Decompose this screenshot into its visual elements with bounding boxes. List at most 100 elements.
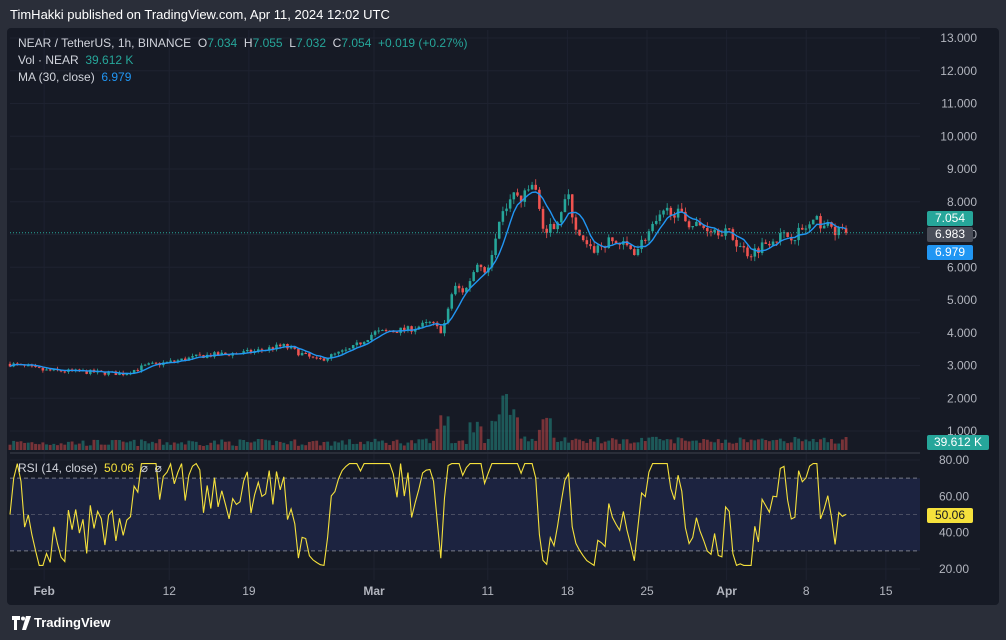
candles [8,179,848,377]
volume-bar [767,441,771,450]
volume-bar [439,415,443,450]
candle-body [8,363,12,367]
candle-body [735,239,738,247]
price-tick-label: 2.000 [947,391,977,405]
volume-bar [315,440,319,450]
time-tick-label: 15 [879,584,893,598]
candle-body [636,249,640,256]
volume-bar [746,442,749,450]
volume-bar [52,443,56,450]
volume-bar [815,442,819,450]
brand-label[interactable]: TradingView [34,615,111,630]
candle-body [643,239,647,241]
volume-bar [450,443,454,450]
volume-bar [570,440,574,450]
volume-bar [326,441,330,450]
candle-body [428,321,432,323]
volume-bar [212,440,216,450]
volume-bar [738,437,742,450]
candle-body [191,356,194,358]
candle-body [512,192,516,200]
volume-bar [158,439,162,450]
volume-bar [483,443,487,450]
candle-body [143,364,147,366]
rsi-bands [10,477,920,552]
candle-body [48,369,52,371]
volume-bar [275,440,278,450]
candle-body [746,247,749,257]
candle-body [534,184,538,190]
candle-body [665,207,669,211]
candle-body [176,360,180,362]
ma-label[interactable]: MA (30, close) [18,70,95,84]
rsi-badge: 50.06 [927,508,973,523]
candle-body [808,224,811,229]
volume-bar [694,440,698,450]
volume-bar [563,437,567,450]
volume-bar [59,443,63,450]
candle-body [505,208,508,212]
change-value: +0.019 (+0.27%) [378,36,468,50]
volume-bar [727,442,731,450]
candle-body [443,322,446,334]
candle-body [698,221,702,226]
candle-body [742,246,746,248]
candle-body [673,215,676,218]
price-tick-label: 4.000 [947,326,977,340]
candle-body [494,238,497,255]
candle-body [541,208,545,229]
volume-bar [8,444,12,450]
volume-bar [337,442,341,450]
volume-bar [369,442,373,450]
candle-body [275,344,278,350]
candle-body [585,240,589,245]
volume-bar [348,439,351,450]
rsi-axis: 80.00 60.00 40.00 20.00 [939,453,969,576]
volume-bar [822,437,826,450]
volume-bar [486,438,490,450]
candle-body [519,195,523,202]
volume-bar [720,442,724,450]
volume-bar [683,440,687,450]
volume-bar [501,395,505,450]
candle-body [384,329,388,331]
volume-bar [220,439,224,450]
candle-body [727,228,731,230]
candle-body [242,351,245,354]
symbol-label[interactable]: NEAR / TetherUS, 1h, BINANCE [18,36,192,50]
candle-body [359,342,362,345]
volume-bar [264,439,268,450]
volume-bar [428,443,432,450]
time-tick-label: Mar [363,584,385,598]
candle-body [293,347,297,349]
candle-body [457,285,461,289]
volume-bar [713,442,717,450]
volume-bar [340,440,344,450]
volume-bar [234,445,238,450]
volume-bar [169,444,173,450]
volume-bar [399,443,403,450]
volume-bar [296,445,300,450]
rsi-label[interactable]: RSI (14, close) [18,461,98,475]
volume-bars [8,394,848,450]
candle-body [826,222,830,226]
volume-bar [541,419,545,450]
tradingview-logo-icon[interactable] [12,616,32,630]
volume-label[interactable]: Vol · NEAR [18,53,79,67]
candle-body [147,363,151,365]
candle-body [680,208,684,212]
candle-body [304,353,307,355]
volume-bar [800,441,804,450]
volume-bar [410,440,414,450]
volume-bar [391,441,395,450]
volume-bar [66,441,70,450]
volume-bar [516,417,519,450]
candle-body [154,362,158,364]
volume-bar [150,441,154,450]
volume-bar [176,443,180,450]
price-tick-label: 5.000 [947,293,977,307]
volume-bar [318,445,322,450]
volume-bar [187,440,191,450]
volume-bar [12,440,16,450]
